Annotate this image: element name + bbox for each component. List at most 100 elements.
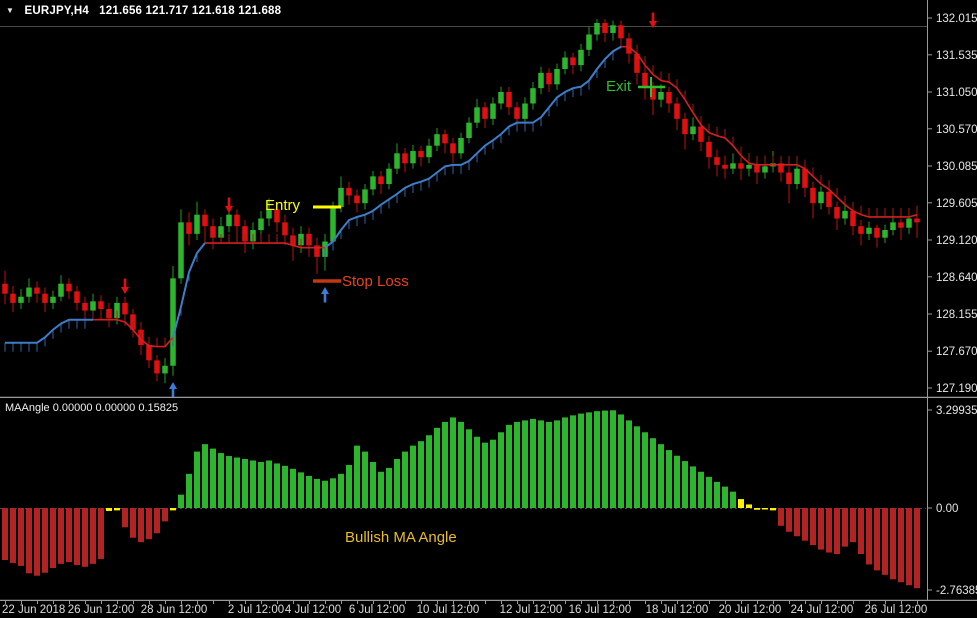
dropdown-triangle-icon[interactable]: ▼ [6, 6, 15, 15]
histogram-bar [538, 420, 544, 508]
histogram-bar [250, 460, 256, 508]
histogram-bar [802, 508, 808, 541]
candle-body [154, 360, 160, 374]
time-minor-tick [421, 601, 422, 604]
candle-body [738, 163, 744, 169]
time-minor-tick [453, 601, 454, 604]
time-axis[interactable]: 22 Jun 2018 26 Jun 12:00 28 Jun 12:00 2 Jul… [0, 601, 977, 618]
ma-line-up-segment [5, 318, 93, 344]
candle-body [786, 172, 792, 185]
candle-body [690, 126, 696, 135]
candle-body [570, 57, 576, 66]
histogram-bar [794, 508, 800, 537]
histogram-bar [754, 508, 760, 510]
histogram-bar [10, 508, 16, 563]
time-minor-tick [37, 601, 38, 604]
main-price-chart[interactable]: 132.015 131.535 131.050 130.570 130.085 129.6… [0, 0, 977, 398]
candle-body [682, 118, 688, 135]
histogram-bar [890, 508, 896, 580]
candle-body [778, 163, 784, 173]
price-axis-label: 130.085 [936, 161, 977, 173]
time-minor-tick [613, 601, 614, 604]
up-arrow-icon[interactable] [169, 382, 177, 398]
time-axis-label: 28 Jun 12:00 [140, 604, 208, 616]
candle-body [522, 103, 528, 119]
candle-body [698, 126, 704, 142]
histogram-bar [138, 508, 144, 543]
down-arrow-icon[interactable] [121, 278, 129, 295]
histogram-bar [90, 508, 96, 564]
indicator-axis[interactable]: 3.29935 0.00 -2.76385 [927, 398, 977, 601]
histogram-bar [914, 508, 920, 589]
histogram-bar [378, 471, 384, 508]
time-axis-label: 26 Jul 12:00 [864, 604, 928, 616]
time-minor-tick [805, 601, 806, 604]
time-minor-tick [709, 601, 710, 604]
time-minor-tick [517, 601, 518, 604]
histogram-bar [898, 508, 904, 583]
candle-body [10, 293, 16, 303]
histogram-bar [450, 417, 456, 508]
candle-body [2, 283, 8, 294]
price-axis[interactable]: 132.015 131.535 131.050 130.570 130.085 129.6… [927, 0, 977, 398]
time-minor-tick [533, 601, 534, 604]
candle-body [98, 301, 104, 310]
histogram-bar [434, 427, 440, 508]
histogram-bar [666, 450, 672, 508]
candle-body [594, 22, 600, 35]
ohlc-quote-label: 121.656 121.717 121.618 121.688 [99, 5, 282, 17]
up-arrow-icon[interactable] [321, 287, 329, 303]
histogram-bar [402, 451, 408, 508]
ma-line-up-segment [324, 45, 622, 249]
histogram-bar [722, 486, 728, 508]
histogram-bar [730, 491, 736, 508]
maangle-histogram [2, 410, 920, 589]
candle-body [66, 283, 72, 292]
time-minor-tick [373, 601, 374, 604]
histogram-bar [306, 475, 312, 508]
time-minor-tick [469, 601, 470, 604]
stop-loss-annotation-label[interactable]: Stop Loss [342, 273, 409, 290]
candle-body [610, 25, 616, 33]
time-minor-tick [917, 601, 918, 604]
price-axis-label: 128.155 [936, 309, 977, 321]
candle-body [762, 166, 768, 173]
time-minor-tick [213, 601, 214, 604]
time-axis-label: 24 Jul 12:00 [790, 604, 854, 616]
price-axis-label: 130.570 [936, 124, 977, 136]
signal-arrows [121, 12, 657, 398]
indicator-name-label: MAAngle [5, 402, 50, 414]
candle-body [226, 214, 232, 227]
candlesticks [2, 19, 920, 384]
down-arrow-icon[interactable] [225, 197, 233, 214]
histogram-bar [530, 418, 536, 508]
histogram-bar [410, 445, 416, 508]
arrow-stem [171, 388, 175, 398]
time-minor-tick [485, 601, 486, 604]
candle-body [850, 210, 856, 227]
exit-annotation-label[interactable]: Exit [606, 78, 632, 95]
histogram-bar [98, 508, 104, 560]
histogram-bar [226, 456, 232, 508]
histogram-bar [114, 508, 120, 511]
candle-body [722, 164, 728, 169]
candle-body [234, 214, 240, 227]
time-axis-label: 10 Jul 12:00 [416, 604, 480, 616]
maangle-indicator-pane[interactable]: 3.29935 0.00 -2.76385 [0, 398, 977, 601]
candle-body [410, 151, 416, 164]
histogram-bar [394, 458, 400, 508]
time-minor-tick [677, 601, 678, 604]
price-axis-label: 129.120 [936, 235, 977, 247]
histogram-bar [146, 508, 152, 540]
price-axis-label: 128.640 [936, 272, 977, 284]
histogram-bar [514, 421, 520, 508]
entry-annotation-label[interactable]: Entry [265, 197, 301, 214]
down-arrow-icon[interactable] [649, 12, 657, 29]
histogram-bar [522, 420, 528, 508]
candle-body [50, 296, 56, 303]
time-minor-tick [869, 601, 870, 604]
candle-body [370, 176, 376, 190]
time-minor-tick [501, 601, 502, 604]
price-axis-label: 132.015 [936, 13, 977, 25]
histogram-bar [354, 445, 360, 508]
